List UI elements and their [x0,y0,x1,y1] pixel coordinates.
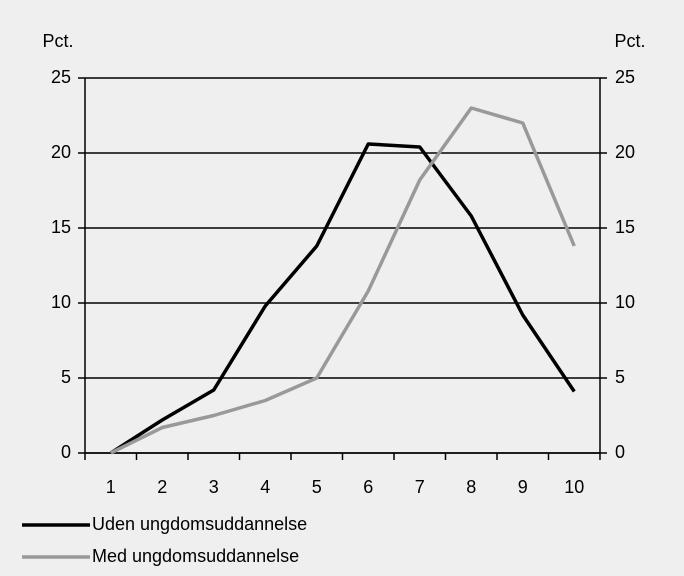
series-line [109,142,576,455]
legend-label: Med ungdomsuddannelse [92,546,299,566]
x-tick-label: 3 [209,477,219,497]
y-tick-label: 20 [51,142,71,162]
y-axis-label: Pct. [42,31,73,51]
x-tick-label: 4 [260,477,270,497]
y-tick-label: 0 [61,442,71,462]
y2-tick-label: 5 [615,367,625,387]
x-tick-label: 2 [157,477,167,497]
y2-tick-label: 15 [615,217,635,237]
x-tick-label: 5 [312,477,322,497]
x-tick-label: 10 [564,477,584,497]
series-line [109,106,576,455]
x-tick-label: 1 [106,477,116,497]
y2-tick-label: 20 [615,142,635,162]
x-tick-label: 8 [466,477,476,497]
y-tick-label: 10 [51,292,71,312]
x-tick-label: 9 [518,477,528,497]
y2-axis-label: Pct. [614,31,645,51]
y2-tick-label: 10 [615,292,635,312]
legend-label: Uden ungdomsuddannelse [92,514,307,534]
y-tick-label: 5 [61,367,71,387]
x-tick-label: 6 [363,477,373,497]
x-tick-label: 7 [415,477,425,497]
y-tick-label: 25 [51,67,71,87]
y2-tick-label: 25 [615,67,635,87]
y-tick-label: 15 [51,217,71,237]
y2-tick-label: 0 [615,442,625,462]
